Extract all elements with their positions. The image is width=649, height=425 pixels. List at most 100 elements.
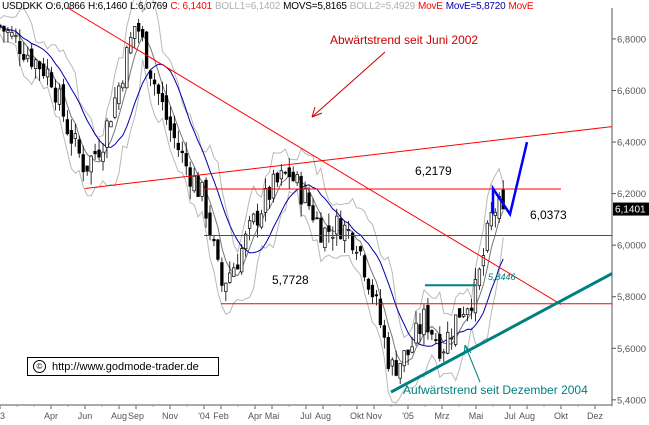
candle-body [370, 284, 375, 298]
candle [137, 18, 141, 44]
x-tick-label: Okt [554, 411, 569, 421]
level-label: 5,7728 [272, 273, 309, 287]
candle [501, 180, 505, 210]
move2-value: MovE=5,8720 [445, 1, 506, 12]
candle [402, 350, 406, 373]
candle-body [212, 238, 216, 242]
candle [450, 328, 454, 350]
candle [430, 329, 434, 341]
candle [291, 166, 295, 182]
candle [2, 25, 6, 43]
candle [152, 72, 157, 96]
watermark-url[interactable]: http://www.godmode-trader.de [52, 361, 199, 373]
bollinger-upper [0, 0, 504, 339]
candle [465, 307, 470, 322]
candle [97, 138, 101, 161]
candle-body [192, 175, 196, 192]
candle-body [446, 331, 450, 354]
candle-body [125, 47, 129, 89]
x-tick-label: Aug [111, 411, 127, 421]
candle [362, 253, 367, 282]
candle [327, 213, 331, 243]
candle [477, 267, 482, 290]
candle-body [263, 188, 268, 213]
candle-body [164, 95, 169, 120]
candle-body [251, 213, 256, 223]
downtrend-arrow-line [311, 51, 386, 118]
candle [220, 257, 224, 292]
candle-body [299, 175, 303, 205]
candle-body [469, 307, 474, 311]
candle [224, 282, 228, 302]
candle-body [148, 70, 153, 79]
candle-body [117, 85, 121, 105]
candle-body [410, 346, 414, 353]
watermark-box: © http://www.godmode-trader.de [27, 357, 219, 376]
x-tick-label: Mrz [435, 411, 450, 421]
candle [303, 181, 307, 204]
x-tick-label: Aug [519, 411, 535, 421]
chart-labels: 6,2179 6,0373 5,7728 5,8446 Abwärtstrend sei… [272, 33, 588, 397]
candle-body [228, 272, 232, 283]
candle [438, 326, 442, 362]
candle-body [89, 155, 93, 173]
candle [41, 57, 46, 79]
candle [168, 106, 173, 142]
candle-body [291, 171, 295, 182]
candle-body [331, 236, 335, 239]
candle [319, 212, 323, 243]
candle-body [184, 153, 188, 167]
trend-line [390, 272, 613, 394]
candle-body [208, 212, 212, 236]
candle [255, 203, 260, 238]
y-tick-label: 6,0000 [617, 241, 646, 252]
candle-body [204, 179, 208, 219]
candle-body [295, 174, 299, 184]
candle [347, 220, 351, 239]
candle-body [283, 171, 287, 174]
candle [271, 169, 276, 203]
x-tick-label: '04 [198, 411, 210, 421]
candle [10, 25, 14, 40]
x-tick-label: Jul [300, 411, 312, 421]
x-tick-label: Dez [587, 411, 604, 421]
y-tick-label: 6,4000 [617, 138, 646, 149]
low-value: L:6,0769 [130, 1, 168, 12]
candle-body [315, 217, 319, 220]
candle-body [105, 120, 109, 148]
candle [73, 123, 77, 147]
candle [398, 363, 402, 385]
bollinger-bands [0, 0, 504, 404]
candlesticks [0, 18, 505, 385]
candle-body [434, 339, 438, 341]
candle-body [69, 130, 73, 144]
candle [275, 171, 280, 188]
candle-body [398, 363, 402, 379]
candle [0, 23, 2, 30]
candle [196, 171, 200, 197]
candle [89, 154, 93, 185]
candle-body [37, 61, 42, 70]
high-value: H:6,1460 [88, 1, 128, 12]
candle [140, 25, 145, 42]
candle [382, 319, 386, 349]
candle-body [422, 308, 426, 336]
candle-body [275, 172, 280, 183]
candle-body [481, 255, 486, 267]
last-price-label: 6,1401 [615, 205, 646, 216]
candle [244, 231, 248, 257]
candle-body [339, 218, 343, 240]
candle [295, 171, 299, 186]
candle [81, 145, 85, 182]
candle-body [402, 350, 406, 367]
candle-body [160, 93, 165, 103]
candle [394, 350, 398, 377]
candle [232, 262, 236, 277]
candle-body [6, 30, 10, 33]
candle-body [267, 186, 272, 200]
candle [121, 80, 125, 92]
candle [343, 221, 347, 253]
candle [339, 210, 343, 240]
candle [378, 289, 383, 329]
